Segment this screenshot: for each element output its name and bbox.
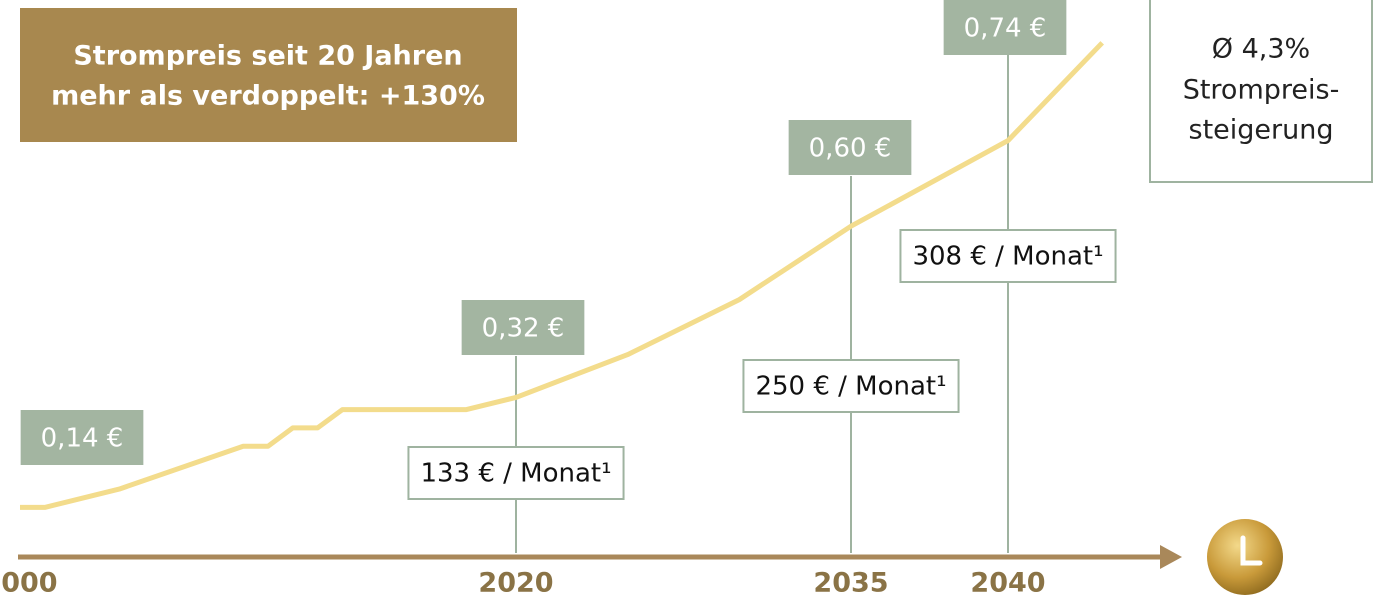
- price-box: [20, 410, 144, 465]
- axis-arrow: [1160, 545, 1182, 569]
- note-box: [1149, 0, 1373, 183]
- note-line: steigerung: [1189, 115, 1334, 146]
- x-tick-label: 2020: [478, 568, 553, 599]
- title-line: mehr als verdoppelt: +130%: [51, 81, 485, 112]
- note-line: Strompreis-: [1183, 75, 1340, 106]
- monthly-box: [407, 446, 625, 500]
- title-box: [20, 8, 517, 142]
- monthly-label: 133 € / Monat¹: [420, 459, 611, 489]
- price-box: [788, 120, 912, 175]
- price-label: 0,60 €: [809, 134, 892, 164]
- title-line: Strompreis seit 20 Jahren: [73, 41, 462, 72]
- note-line: Ø 4,3%: [1212, 34, 1310, 65]
- price-box: [461, 300, 585, 355]
- monthly-label: 250 € / Monat¹: [755, 372, 946, 402]
- price-label: 0,74 €: [964, 14, 1047, 44]
- x-tick-label: 2035: [813, 568, 888, 599]
- price-label: 0,14 €: [41, 424, 124, 454]
- monthly-box: [742, 359, 960, 413]
- price-label: 0,32 €: [482, 314, 565, 344]
- monthly-label: 308 € / Monat¹: [912, 242, 1103, 272]
- clock-hands: [1240, 535, 1263, 566]
- x-tick-label: 2040: [970, 568, 1045, 599]
- line-group: [20, 41, 1105, 510]
- price-line: [20, 41, 1105, 510]
- x-tick-label: 2000: [0, 568, 58, 599]
- price-box: [943, 0, 1067, 55]
- monthly-box: [899, 229, 1117, 283]
